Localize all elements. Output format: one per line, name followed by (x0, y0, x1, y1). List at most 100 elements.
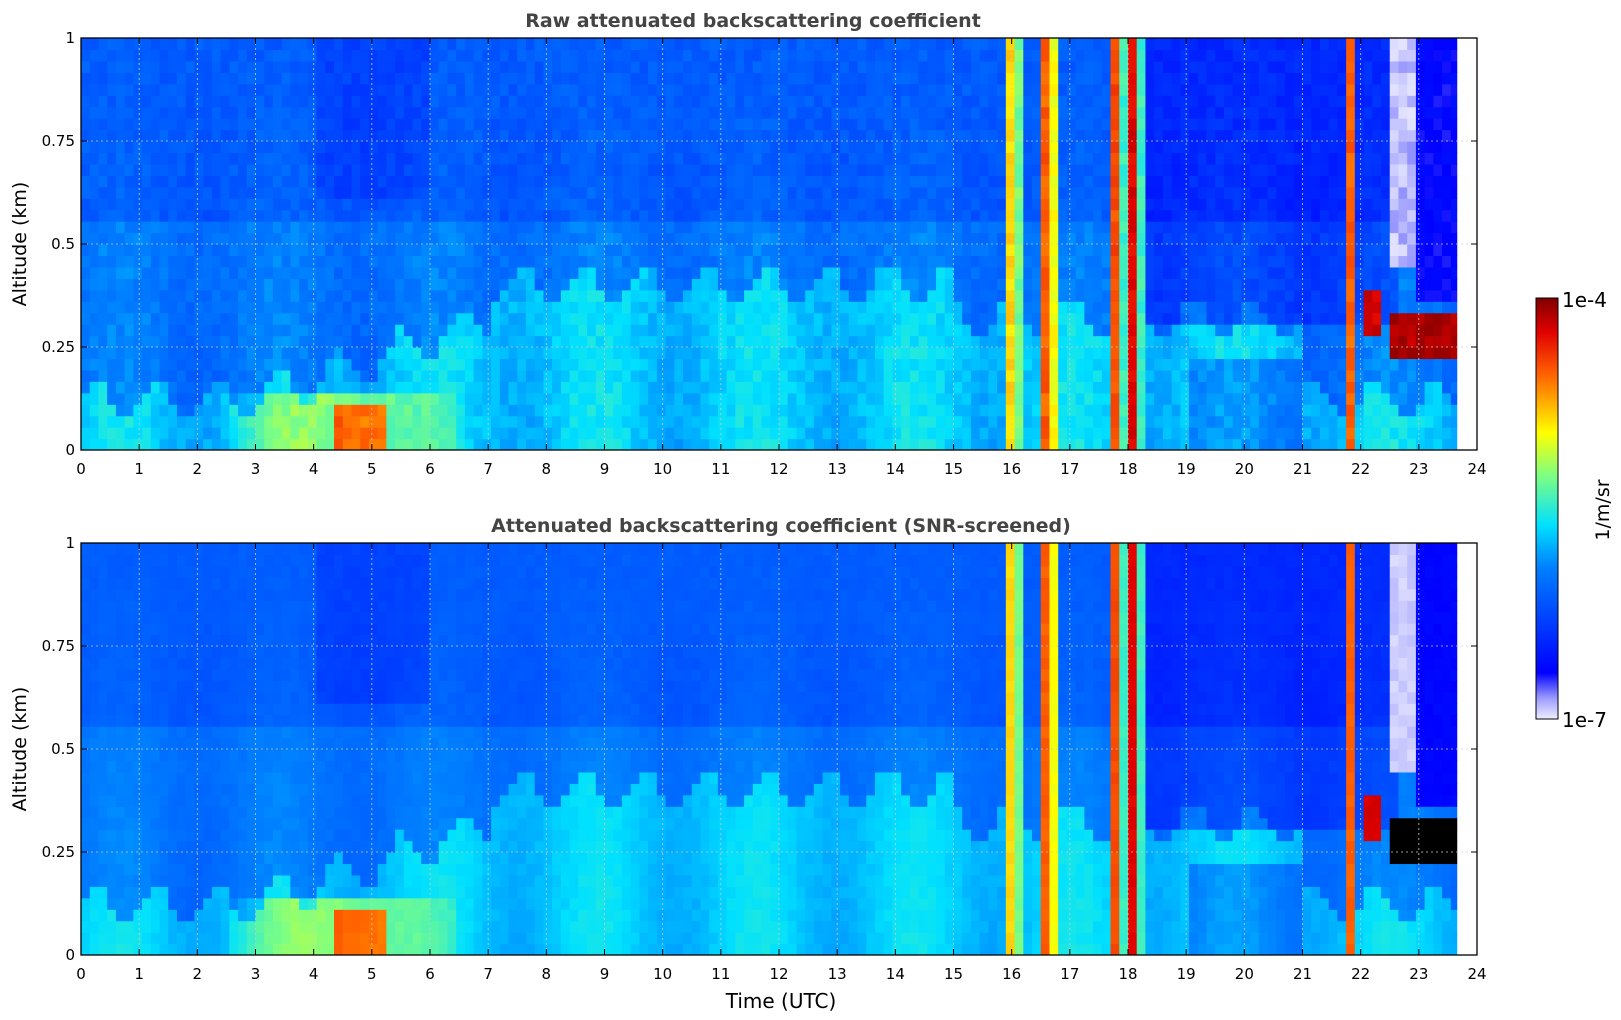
heatmap-cell (988, 106, 998, 119)
heatmap-cell (1110, 381, 1120, 394)
heatmap-cell (430, 106, 440, 119)
heatmap-cell (953, 163, 963, 176)
heatmap-cell (133, 95, 143, 108)
heatmap-cell (255, 312, 265, 325)
heatmap-cell (255, 404, 265, 417)
heatmap-cell (1136, 38, 1147, 51)
heatmap-cell (953, 324, 963, 337)
heatmap-cell (1197, 95, 1208, 108)
heatmap-cell (98, 106, 108, 119)
heatmap-cell (525, 347, 536, 360)
heatmap-cell (1171, 83, 1181, 96)
heatmap-cell (377, 244, 387, 257)
heatmap-cell (866, 404, 876, 417)
heatmap-cell (290, 278, 300, 291)
heatmap-cell (1058, 438, 1068, 450)
heatmap-cell (1014, 244, 1024, 257)
heatmap-cell (813, 438, 824, 450)
heatmap-cell (133, 427, 143, 440)
heatmap-cell (403, 392, 414, 405)
heatmap-cell (1119, 392, 1129, 405)
heatmap-cell (517, 438, 527, 450)
heatmap-cell (325, 118, 335, 131)
heatmap-cell (368, 312, 379, 325)
heatmap-cell (962, 289, 972, 302)
heatmap-cell (1023, 232, 1033, 245)
heatmap-cell (866, 392, 876, 405)
heatmap-cell (89, 95, 100, 108)
heatmap-cell (203, 358, 213, 371)
heatmap-cell (107, 278, 117, 291)
heatmap-cell (412, 289, 422, 302)
heatmap-cell (185, 404, 196, 417)
heatmap-cell (1014, 255, 1024, 268)
heatmap-cell (447, 152, 457, 165)
heatmap-cell (377, 152, 387, 165)
heatmap-cell (552, 278, 562, 291)
heatmap-cell (665, 95, 675, 108)
heatmap-cell (866, 209, 876, 222)
heatmap-cell (168, 209, 178, 222)
heatmap-cell (238, 324, 248, 337)
heatmap-cell (220, 209, 230, 222)
heatmap-cell (848, 72, 859, 85)
heatmap-cell (89, 335, 100, 348)
heatmap-cell (334, 95, 344, 108)
heatmap-cell (552, 141, 562, 154)
heatmap-cell (595, 106, 606, 119)
heatmap-cell (142, 60, 152, 73)
heatmap-cell (98, 255, 108, 268)
heatmap-cell (1040, 289, 1051, 302)
heatmap-cell (325, 72, 335, 85)
heatmap-cell (194, 404, 204, 417)
heatmap-cell (552, 255, 562, 268)
heatmap-cell (386, 301, 396, 314)
heatmap-cell (761, 232, 771, 245)
heatmap-cell (944, 358, 955, 371)
heatmap-cell (578, 392, 588, 405)
heatmap-cell (1119, 60, 1129, 73)
heatmap-cell (1040, 404, 1051, 417)
heatmap-cell (709, 232, 719, 245)
heatmap-cell (229, 38, 239, 51)
heatmap-cell (456, 301, 466, 314)
heatmap-cell (639, 95, 649, 108)
heatmap-cell (194, 106, 204, 119)
heatmap-cell (98, 209, 108, 222)
heatmap-cell (185, 198, 196, 211)
heatmap-cell (1014, 60, 1024, 73)
heatmap-cell (89, 266, 100, 279)
heatmap-cell (1215, 266, 1225, 279)
heatmap-cell (953, 49, 963, 62)
heatmap-cell (430, 278, 440, 291)
heatmap-cell (569, 118, 579, 131)
heatmap-cell (709, 129, 719, 142)
heatmap-cell (1066, 186, 1077, 199)
heatmap-cell (220, 175, 230, 188)
heatmap-cell (185, 232, 196, 245)
heatmap-cell (883, 415, 894, 428)
heatmap-cell (124, 392, 134, 405)
heatmap-cell (648, 301, 658, 314)
heatmap-cell (1276, 392, 1286, 405)
heatmap-cell (761, 266, 771, 279)
heatmap-cell (1093, 301, 1103, 314)
heatmap-cell (98, 347, 108, 360)
heatmap-cell (761, 83, 771, 96)
heatmap-cell (665, 427, 675, 440)
heatmap-cell (229, 83, 239, 96)
heatmap-cell (613, 312, 623, 325)
heatmap-cell (290, 392, 300, 405)
heatmap-cell (587, 324, 597, 337)
heatmap-cell (1145, 278, 1155, 291)
heatmap-cell (656, 186, 667, 199)
heatmap-cell (499, 438, 510, 450)
heatmap-cell (211, 141, 222, 154)
heatmap-cell (796, 106, 806, 119)
heatmap-cell (1023, 95, 1033, 108)
heatmap-cell (979, 118, 990, 131)
heatmap-cell (290, 438, 300, 450)
heatmap-cell (1215, 369, 1225, 382)
heatmap-cell (1285, 358, 1295, 371)
heatmap-cell (473, 129, 483, 142)
